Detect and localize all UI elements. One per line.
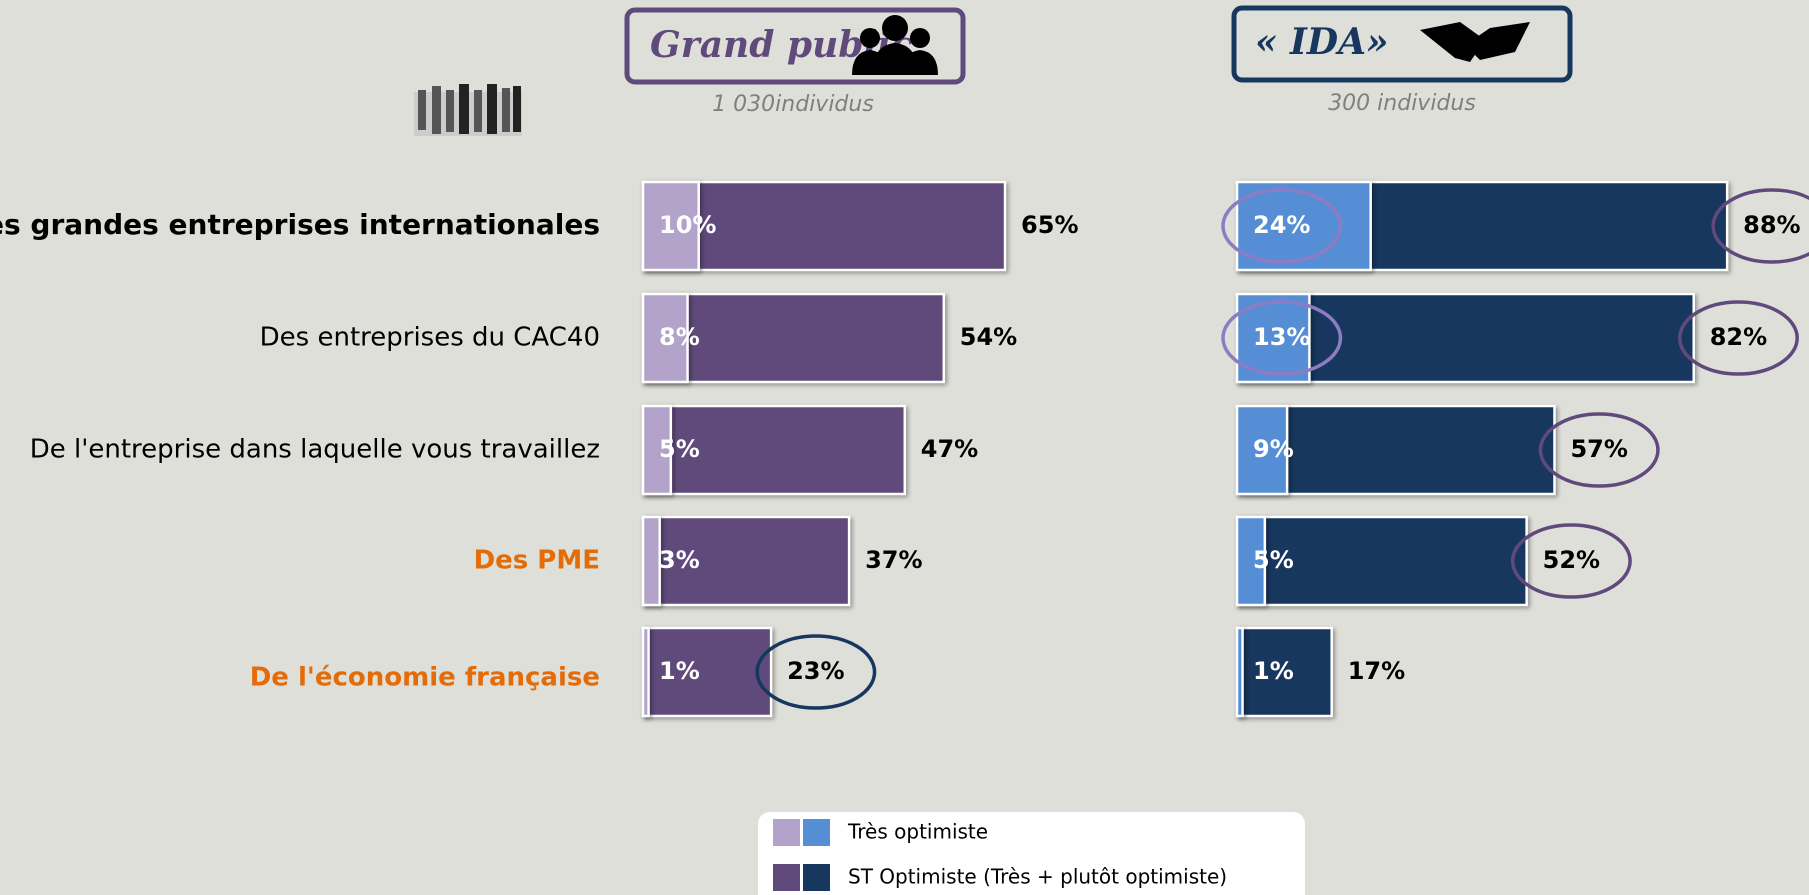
value-label: 1% [659, 657, 700, 685]
category-label: De l'entreprise dans laquelle vous trava… [30, 435, 600, 465]
category-label: Des grandes entreprises internationales [0, 208, 600, 241]
value-label: 10% [659, 211, 716, 239]
legend-label: Très optimiste [847, 820, 988, 844]
value-label: 82% [1710, 323, 1767, 351]
legend-swatch [773, 864, 800, 891]
legend-swatch [803, 819, 830, 846]
crowd-icon [414, 84, 522, 136]
value-label: 37% [865, 546, 922, 574]
legend-swatch [773, 819, 800, 846]
value-label: 1% [1253, 657, 1294, 685]
value-label: 13% [1253, 323, 1310, 351]
value-label: 57% [1570, 435, 1627, 463]
category-label: Des PME [474, 546, 600, 576]
value-label: 17% [1348, 657, 1405, 685]
value-label: 9% [1253, 435, 1294, 463]
value-label: 8% [659, 323, 700, 351]
value-label: 5% [1253, 546, 1294, 574]
value-label: 47% [921, 435, 978, 463]
value-label: 88% [1743, 211, 1800, 239]
value-label: 3% [659, 546, 700, 574]
chart: Grand public « IDA» 1 030individus 300 i… [0, 0, 1809, 895]
value-label: 5% [659, 435, 700, 463]
value-label: 65% [1021, 211, 1078, 239]
category-label: De l'économie française [250, 663, 600, 693]
value-label: 23% [787, 657, 844, 685]
bar [1237, 628, 1243, 716]
legend-swatch [803, 864, 830, 891]
legend-label: ST Optimiste (Très + plutôt optimiste) [848, 865, 1227, 889]
value-label: 52% [1543, 546, 1600, 574]
bar [643, 517, 660, 605]
value-label: 24% [1253, 211, 1310, 239]
category-label: Des entreprises du CAC40 [260, 323, 600, 353]
value-label: 54% [960, 323, 1017, 351]
handshake-icon [1420, 22, 1530, 62]
panel-subtitle: 1 030individus [712, 92, 874, 117]
bar [643, 628, 649, 716]
panel-title: « IDA» [1255, 21, 1389, 63]
panel-subtitle: 300 individus [1328, 91, 1476, 116]
